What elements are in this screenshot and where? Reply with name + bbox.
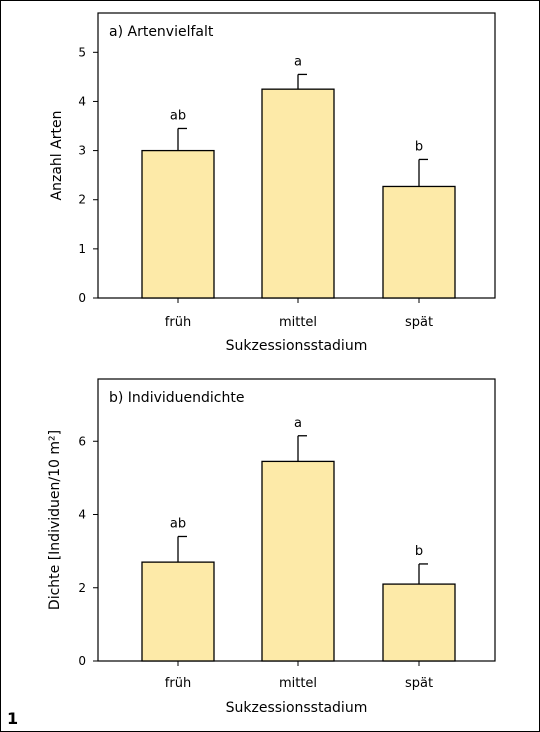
chart-2-y-tick-label: 2 [78, 581, 86, 595]
chart-2-x-axis-label: Sukzessionsstadium [226, 700, 368, 716]
chart-2-y-axis-label: Dichte [Individuen/10 m²] [47, 430, 63, 610]
chart-2-significance-letter-3: b [415, 544, 423, 559]
chart-1-y-tick-label: 3 [78, 144, 86, 158]
chart-2-bar-3 [382, 583, 456, 662]
chart-2-bar-1 [141, 561, 215, 662]
chart-2-y-tick-label: 6 [78, 434, 86, 448]
chart-1-title: a) Artenvielfalt [109, 24, 214, 40]
chart-2-bar-2 [261, 460, 335, 662]
chart-2-title: b) Individuendichte [109, 390, 244, 406]
chart-2-x-tick-label-2: mittel [279, 676, 317, 691]
chart-2-y-tick-label: 0 [78, 654, 86, 668]
chart-1-x-tick-label-1: früh [165, 315, 191, 330]
chart-2-significance-letter-1: ab [170, 516, 186, 531]
chart-1-x-axis-label: Sukzessionsstadium [226, 338, 368, 354]
chart-1-y-tick-label: 4 [78, 94, 86, 108]
chart-1-y-tick-label: 2 [78, 193, 86, 207]
chart-1-y-axis-label: Anzahl Arten [49, 111, 65, 201]
figure-number: 1 [7, 709, 19, 728]
chart-1-significance-letter-2: a [294, 54, 302, 69]
chart-2-y-tick-label: 4 [78, 508, 86, 522]
chart-1-significance-letter-3: b [415, 139, 423, 154]
chart-1-y-tick-label: 1 [78, 242, 86, 256]
chart-2-x-tick-label-3: spät [405, 676, 433, 691]
chart-1-y-tick-label: 0 [78, 291, 86, 305]
chart-1-bar-2 [261, 88, 335, 299]
chart-1-x-tick-label-2: mittel [279, 315, 317, 330]
chart-1-significance-letter-1: ab [170, 108, 186, 123]
chart-2-x-tick-label-1: früh [165, 676, 191, 691]
chart-1-bar-3 [382, 185, 456, 299]
chart-1-bar-1 [141, 149, 215, 299]
chart-1-y-tick-label: 5 [78, 45, 86, 59]
chart-2-significance-letter-2: a [294, 416, 302, 431]
chart-1-x-tick-label-3: spät [405, 315, 433, 330]
